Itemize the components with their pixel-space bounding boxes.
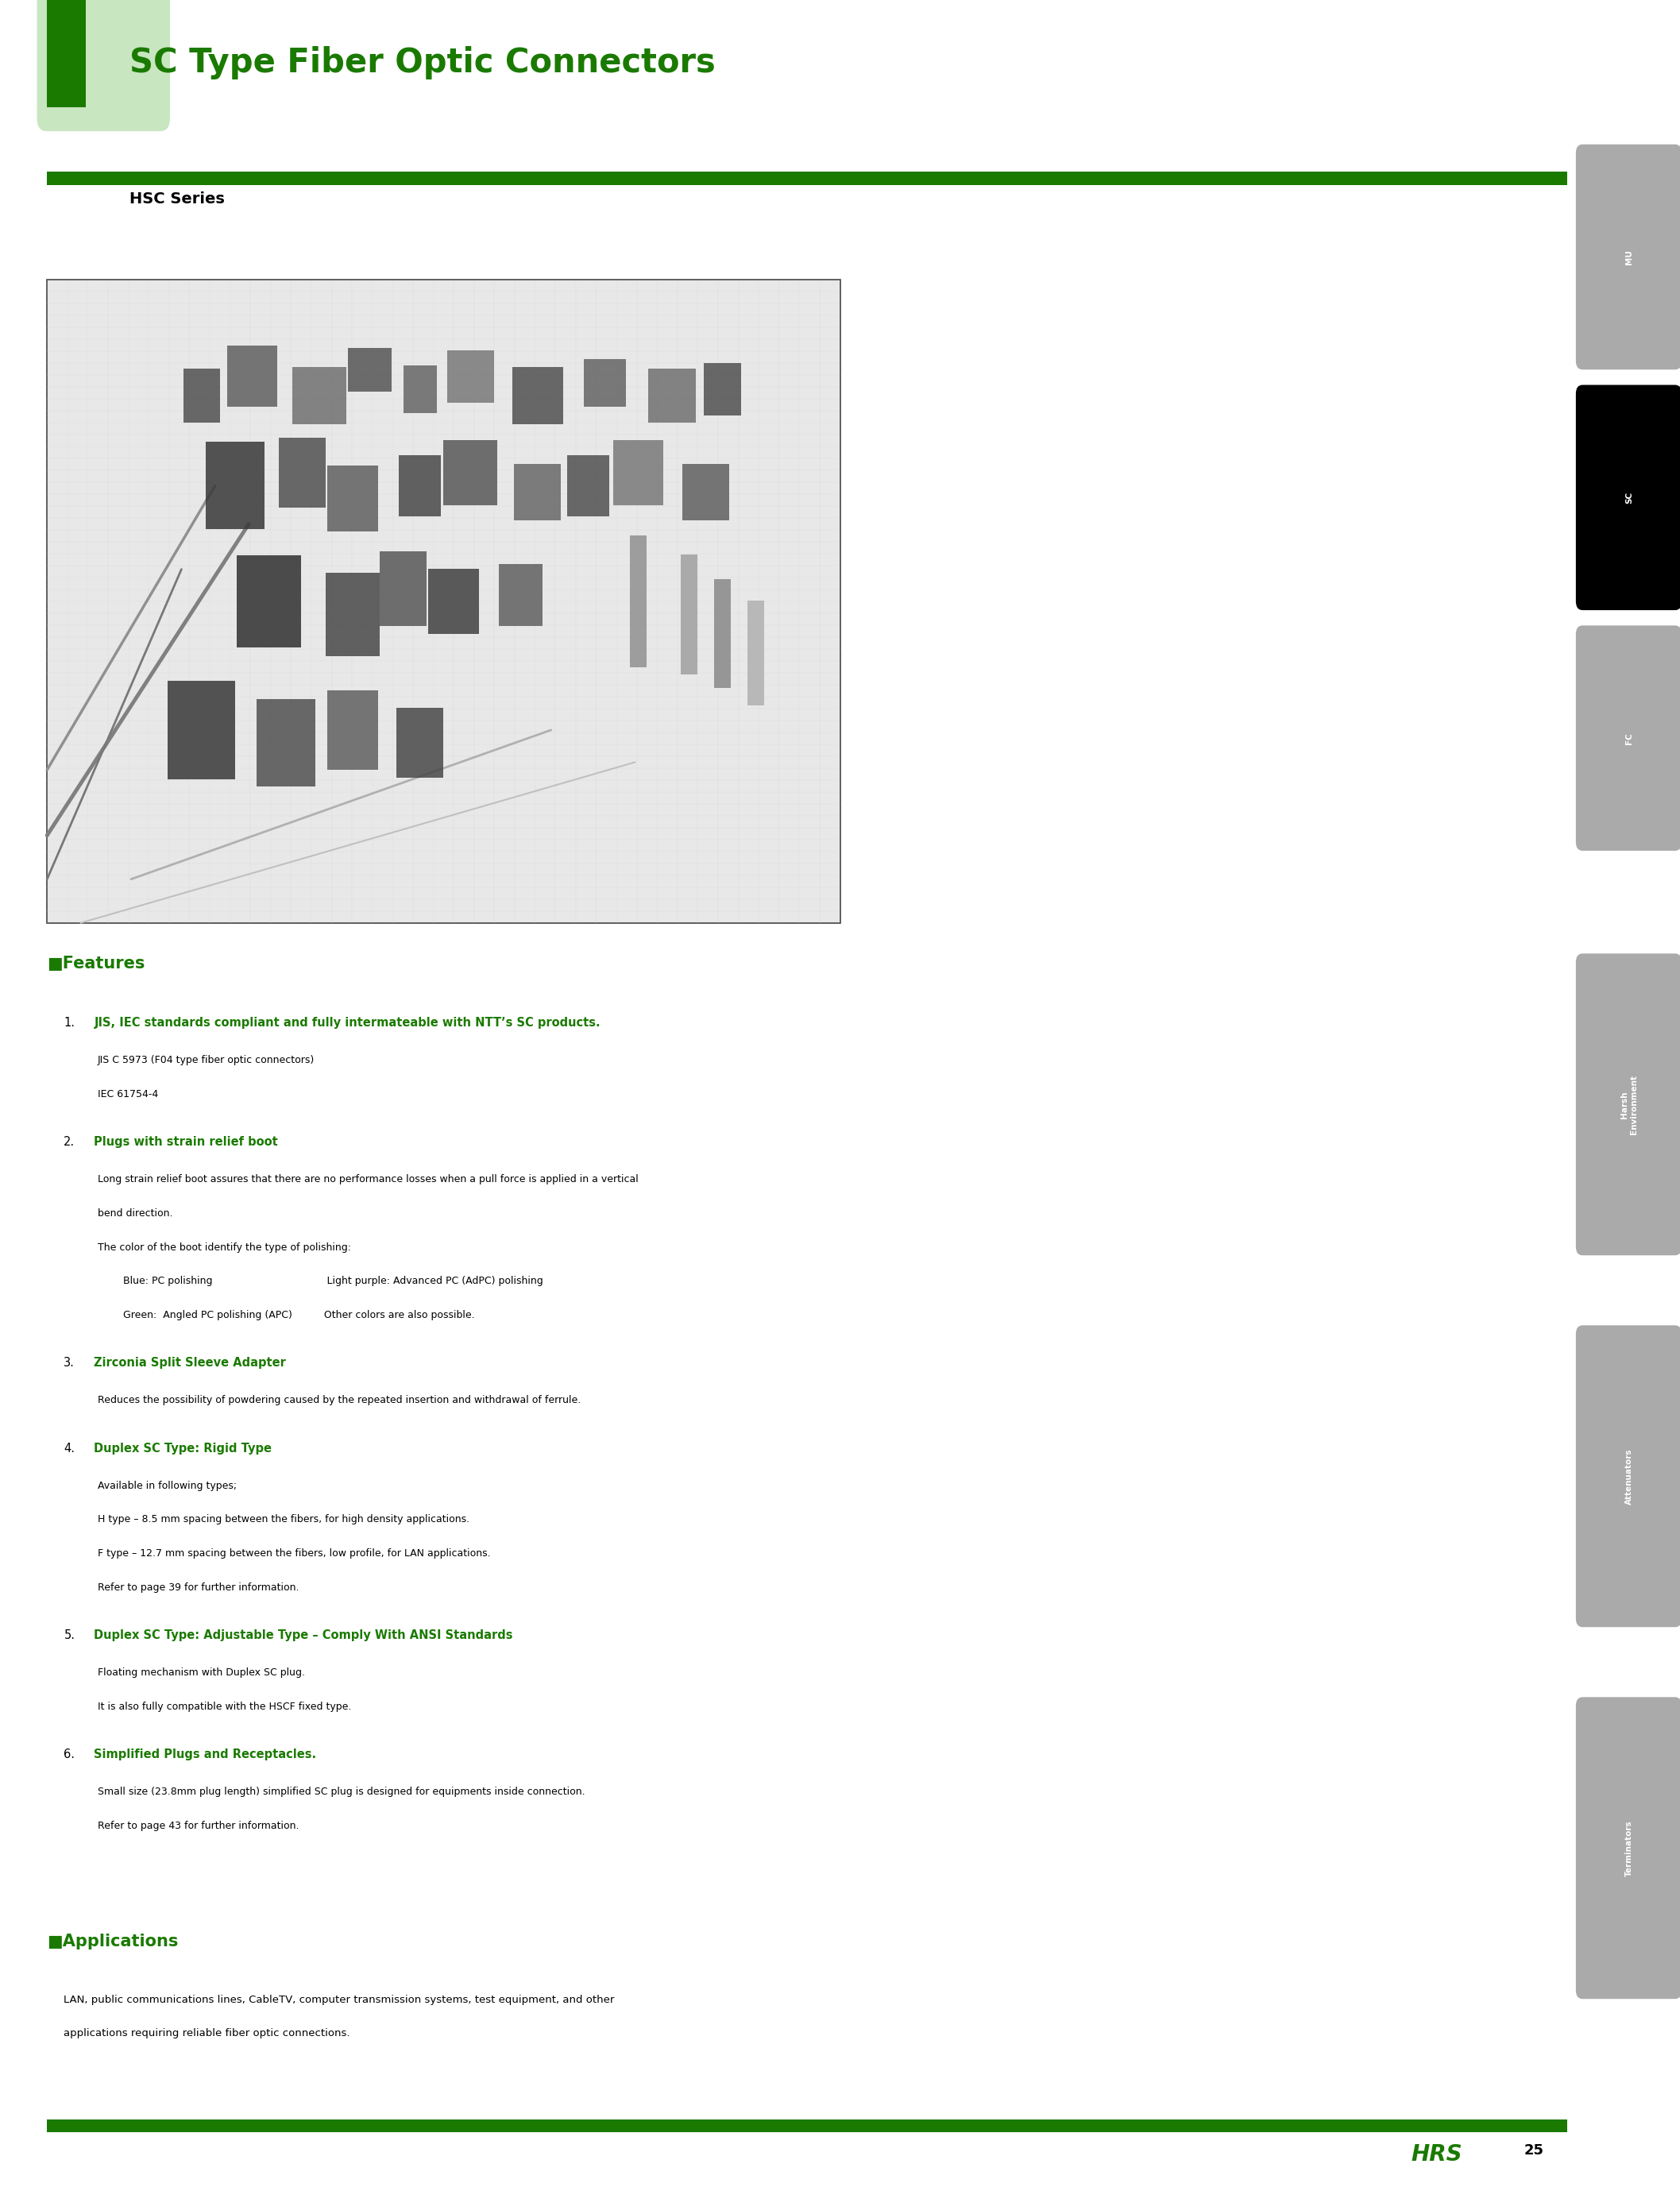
Bar xyxy=(237,555,301,647)
Text: Zirconia Split Sleeve Adapter: Zirconia Split Sleeve Adapter xyxy=(94,1356,286,1369)
FancyBboxPatch shape xyxy=(37,0,170,131)
Text: Available in following types;: Available in following types; xyxy=(97,1481,237,1492)
Bar xyxy=(566,455,608,516)
Text: ■Applications: ■Applications xyxy=(47,1933,178,1949)
Bar xyxy=(748,601,764,706)
FancyBboxPatch shape xyxy=(1576,625,1680,851)
Text: Duplex SC Type: Rigid Type: Duplex SC Type: Rigid Type xyxy=(94,1443,272,1454)
Text: Plugs with strain relief boot: Plugs with strain relief boot xyxy=(94,1137,279,1148)
Text: 2.: 2. xyxy=(64,1137,76,1148)
Text: 3.: 3. xyxy=(64,1356,76,1369)
Bar xyxy=(168,680,235,779)
Text: 25: 25 xyxy=(1524,2143,1544,2159)
Bar xyxy=(512,367,563,424)
Bar xyxy=(704,363,741,416)
Text: Long strain relief boot assures that there are no performance losses when a pull: Long strain relief boot assures that the… xyxy=(97,1174,638,1185)
Bar xyxy=(47,280,840,923)
Text: Green:  Angled PC polishing (APC)          Other colors are also possible.: Green: Angled PC polishing (APC) Other c… xyxy=(97,1310,474,1321)
Text: bend direction.: bend direction. xyxy=(97,1207,173,1218)
Text: HSC Series: HSC Series xyxy=(129,192,225,206)
Text: 4.: 4. xyxy=(64,1443,76,1454)
Text: It is also fully compatible with the HSCF fixed type.: It is also fully compatible with the HSC… xyxy=(97,1701,351,1712)
Bar xyxy=(380,551,427,625)
Text: LAN, public communications lines, CableTV, computer transmission systems, test e: LAN, public communications lines, CableT… xyxy=(64,1995,615,2005)
Text: HRS: HRS xyxy=(1411,2143,1463,2165)
Text: F type – 12.7 mm spacing between the fibers, low profile, for LAN applications.: F type – 12.7 mm spacing between the fib… xyxy=(97,1548,491,1559)
Bar xyxy=(400,455,440,516)
Text: Reduces the possibility of powdering caused by the repeated insertion and withdr: Reduces the possibility of powdering cau… xyxy=(97,1395,581,1406)
Bar xyxy=(47,0,86,107)
Text: SC Type Fiber Optic Connectors: SC Type Fiber Optic Connectors xyxy=(129,46,716,79)
Text: IEC 61754-4: IEC 61754-4 xyxy=(97,1089,158,1100)
Text: Small size (23.8mm plug length) simplified SC plug is designed for equipments in: Small size (23.8mm plug length) simplifi… xyxy=(97,1787,585,1798)
Text: Simplified Plugs and Receptacles.: Simplified Plugs and Receptacles. xyxy=(94,1750,316,1761)
Bar xyxy=(680,553,697,674)
FancyBboxPatch shape xyxy=(1576,954,1680,1255)
Bar xyxy=(444,440,497,505)
Bar xyxy=(613,440,664,505)
Text: MU: MU xyxy=(1625,249,1633,265)
Bar xyxy=(396,709,444,779)
Bar xyxy=(499,564,543,625)
Bar xyxy=(328,466,378,531)
FancyBboxPatch shape xyxy=(1576,1325,1680,1627)
Bar xyxy=(714,580,731,689)
Text: ■Features: ■Features xyxy=(47,956,144,971)
Text: Duplex SC Type: Adjustable Type – Comply With ANSI Standards: Duplex SC Type: Adjustable Type – Comply… xyxy=(94,1629,512,1640)
Text: 1.: 1. xyxy=(64,1017,76,1028)
FancyBboxPatch shape xyxy=(1576,385,1680,610)
Text: Attenuators: Attenuators xyxy=(1625,1448,1633,1505)
Bar xyxy=(514,464,561,521)
Text: applications requiring reliable fiber optic connections.: applications requiring reliable fiber op… xyxy=(64,2030,349,2038)
Bar xyxy=(403,365,437,413)
Text: Harsh
Environment: Harsh Environment xyxy=(1621,1074,1638,1135)
Text: SC: SC xyxy=(1625,492,1633,503)
Bar xyxy=(682,464,729,521)
Bar xyxy=(207,442,265,529)
Bar xyxy=(47,2119,1567,2132)
Bar xyxy=(47,173,1567,186)
Bar xyxy=(630,536,647,667)
Bar xyxy=(348,348,391,391)
Text: Refer to page 39 for further information.: Refer to page 39 for further information… xyxy=(97,1583,299,1592)
Bar xyxy=(447,350,494,402)
Bar xyxy=(428,569,479,634)
Text: Floating mechanism with Duplex SC plug.: Floating mechanism with Duplex SC plug. xyxy=(97,1669,304,1677)
Text: Refer to page 43 for further information.: Refer to page 43 for further information… xyxy=(97,1822,299,1831)
Text: 6.: 6. xyxy=(64,1750,76,1761)
Bar xyxy=(585,359,625,407)
Bar xyxy=(326,573,380,656)
Bar xyxy=(183,367,220,422)
Text: The color of the boot identify the type of polishing:: The color of the boot identify the type … xyxy=(97,1242,351,1253)
Text: FC: FC xyxy=(1625,733,1633,744)
Bar xyxy=(227,346,277,407)
Text: 5.: 5. xyxy=(64,1629,76,1640)
FancyBboxPatch shape xyxy=(1576,144,1680,370)
Text: H type – 8.5 mm spacing between the fibers, for high density applications.: H type – 8.5 mm spacing between the fibe… xyxy=(97,1516,469,1524)
FancyBboxPatch shape xyxy=(1576,1697,1680,1999)
Bar xyxy=(257,700,316,787)
Bar xyxy=(279,437,326,507)
Bar xyxy=(292,367,346,424)
Text: Blue: PC polishing                                    Light purple: Advanced PC : Blue: PC polishing Light purple: Advance… xyxy=(97,1277,543,1286)
Text: JIS, IEC standards compliant and fully intermateable with NTT’s SC products.: JIS, IEC standards compliant and fully i… xyxy=(94,1017,600,1028)
Text: JIS C 5973 (F04 type fiber optic connectors): JIS C 5973 (F04 type fiber optic connect… xyxy=(97,1056,314,1065)
Bar xyxy=(648,367,696,422)
Bar xyxy=(328,691,378,770)
Text: Terminators: Terminators xyxy=(1625,1820,1633,1876)
